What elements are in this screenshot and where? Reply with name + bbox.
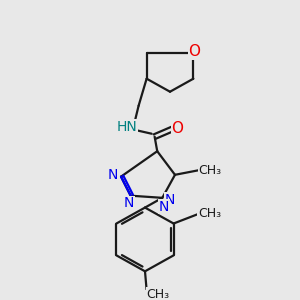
Text: HN: HN [116, 120, 137, 134]
Text: N: N [165, 193, 175, 207]
Text: CH₃: CH₃ [146, 288, 170, 300]
Text: O: O [188, 44, 200, 59]
Text: CH₃: CH₃ [198, 207, 221, 220]
Text: O: O [172, 122, 184, 136]
Text: N: N [108, 168, 118, 182]
Text: N: N [124, 196, 134, 210]
Text: CH₃: CH₃ [198, 164, 221, 177]
Text: N: N [159, 200, 169, 214]
